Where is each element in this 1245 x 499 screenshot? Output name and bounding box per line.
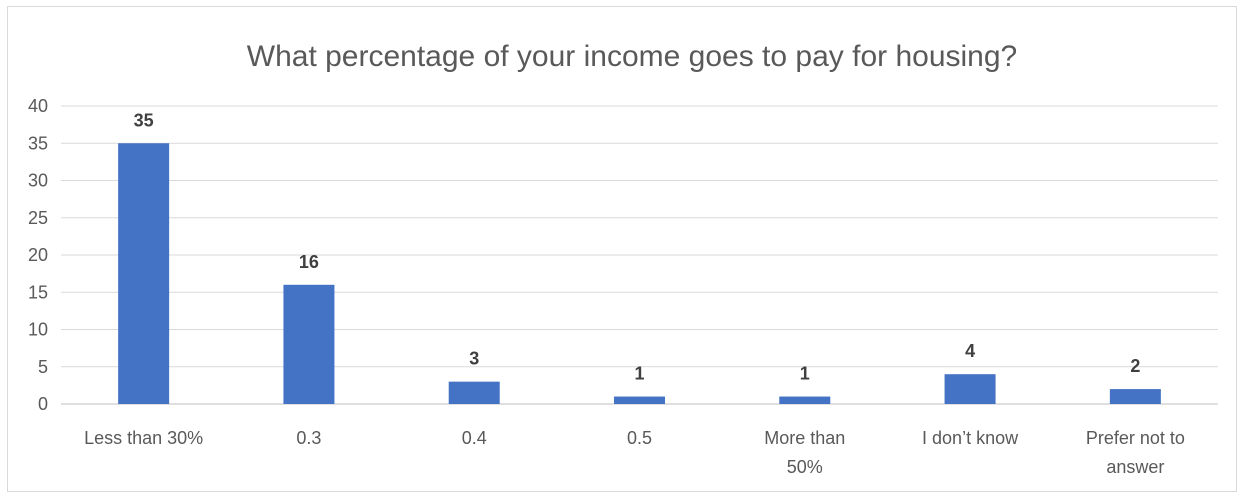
y-tick-label: 30 bbox=[28, 171, 48, 191]
bar bbox=[779, 396, 831, 404]
data-label: 16 bbox=[299, 252, 319, 272]
y-axis-ticks: 0 5 10 15 20 25 30 35 40 bbox=[28, 96, 48, 414]
bar bbox=[944, 374, 996, 404]
bar bbox=[1109, 389, 1161, 404]
x-tick-label: Prefer not to answer bbox=[1086, 428, 1185, 477]
y-tick-label: 20 bbox=[28, 245, 48, 265]
data-labels: 35 16 3 1 1 4 2 bbox=[134, 110, 1141, 383]
y-tick-label: 35 bbox=[28, 133, 48, 153]
x-tick-label: 0.4 bbox=[462, 428, 487, 448]
bar bbox=[283, 284, 335, 404]
data-label: 1 bbox=[634, 364, 644, 384]
chart-title: What percentage of your income goes to p… bbox=[247, 40, 1017, 73]
x-tick-label: I don’t know bbox=[922, 428, 1019, 448]
bar bbox=[614, 396, 665, 404]
y-tick-label: 40 bbox=[28, 96, 48, 116]
y-tick-label: 25 bbox=[28, 208, 48, 228]
x-tick-label: More than 50% bbox=[764, 428, 845, 477]
x-tick-label: 0.3 bbox=[296, 428, 321, 448]
bar bbox=[118, 143, 170, 404]
y-tick-label: 5 bbox=[38, 357, 48, 377]
x-axis-ticks: Less than 30% 0.3 0.4 0.5 More than 50% I don’… bbox=[84, 428, 1185, 477]
data-label: 35 bbox=[134, 110, 154, 130]
chart-area bbox=[7, 6, 1237, 492]
x-tick-label: 0.5 bbox=[627, 428, 652, 448]
x-tick-label: Less than 30% bbox=[84, 428, 203, 448]
data-label: 2 bbox=[1130, 356, 1140, 376]
gridlines bbox=[61, 105, 1218, 405]
y-tick-label: 0 bbox=[38, 394, 48, 414]
data-label: 3 bbox=[469, 349, 479, 369]
y-tick-label: 10 bbox=[28, 320, 48, 340]
y-tick-label: 15 bbox=[28, 282, 48, 302]
bars bbox=[118, 143, 1161, 404]
bar bbox=[448, 381, 500, 404]
data-label: 4 bbox=[965, 341, 975, 361]
data-label: 1 bbox=[800, 364, 810, 384]
